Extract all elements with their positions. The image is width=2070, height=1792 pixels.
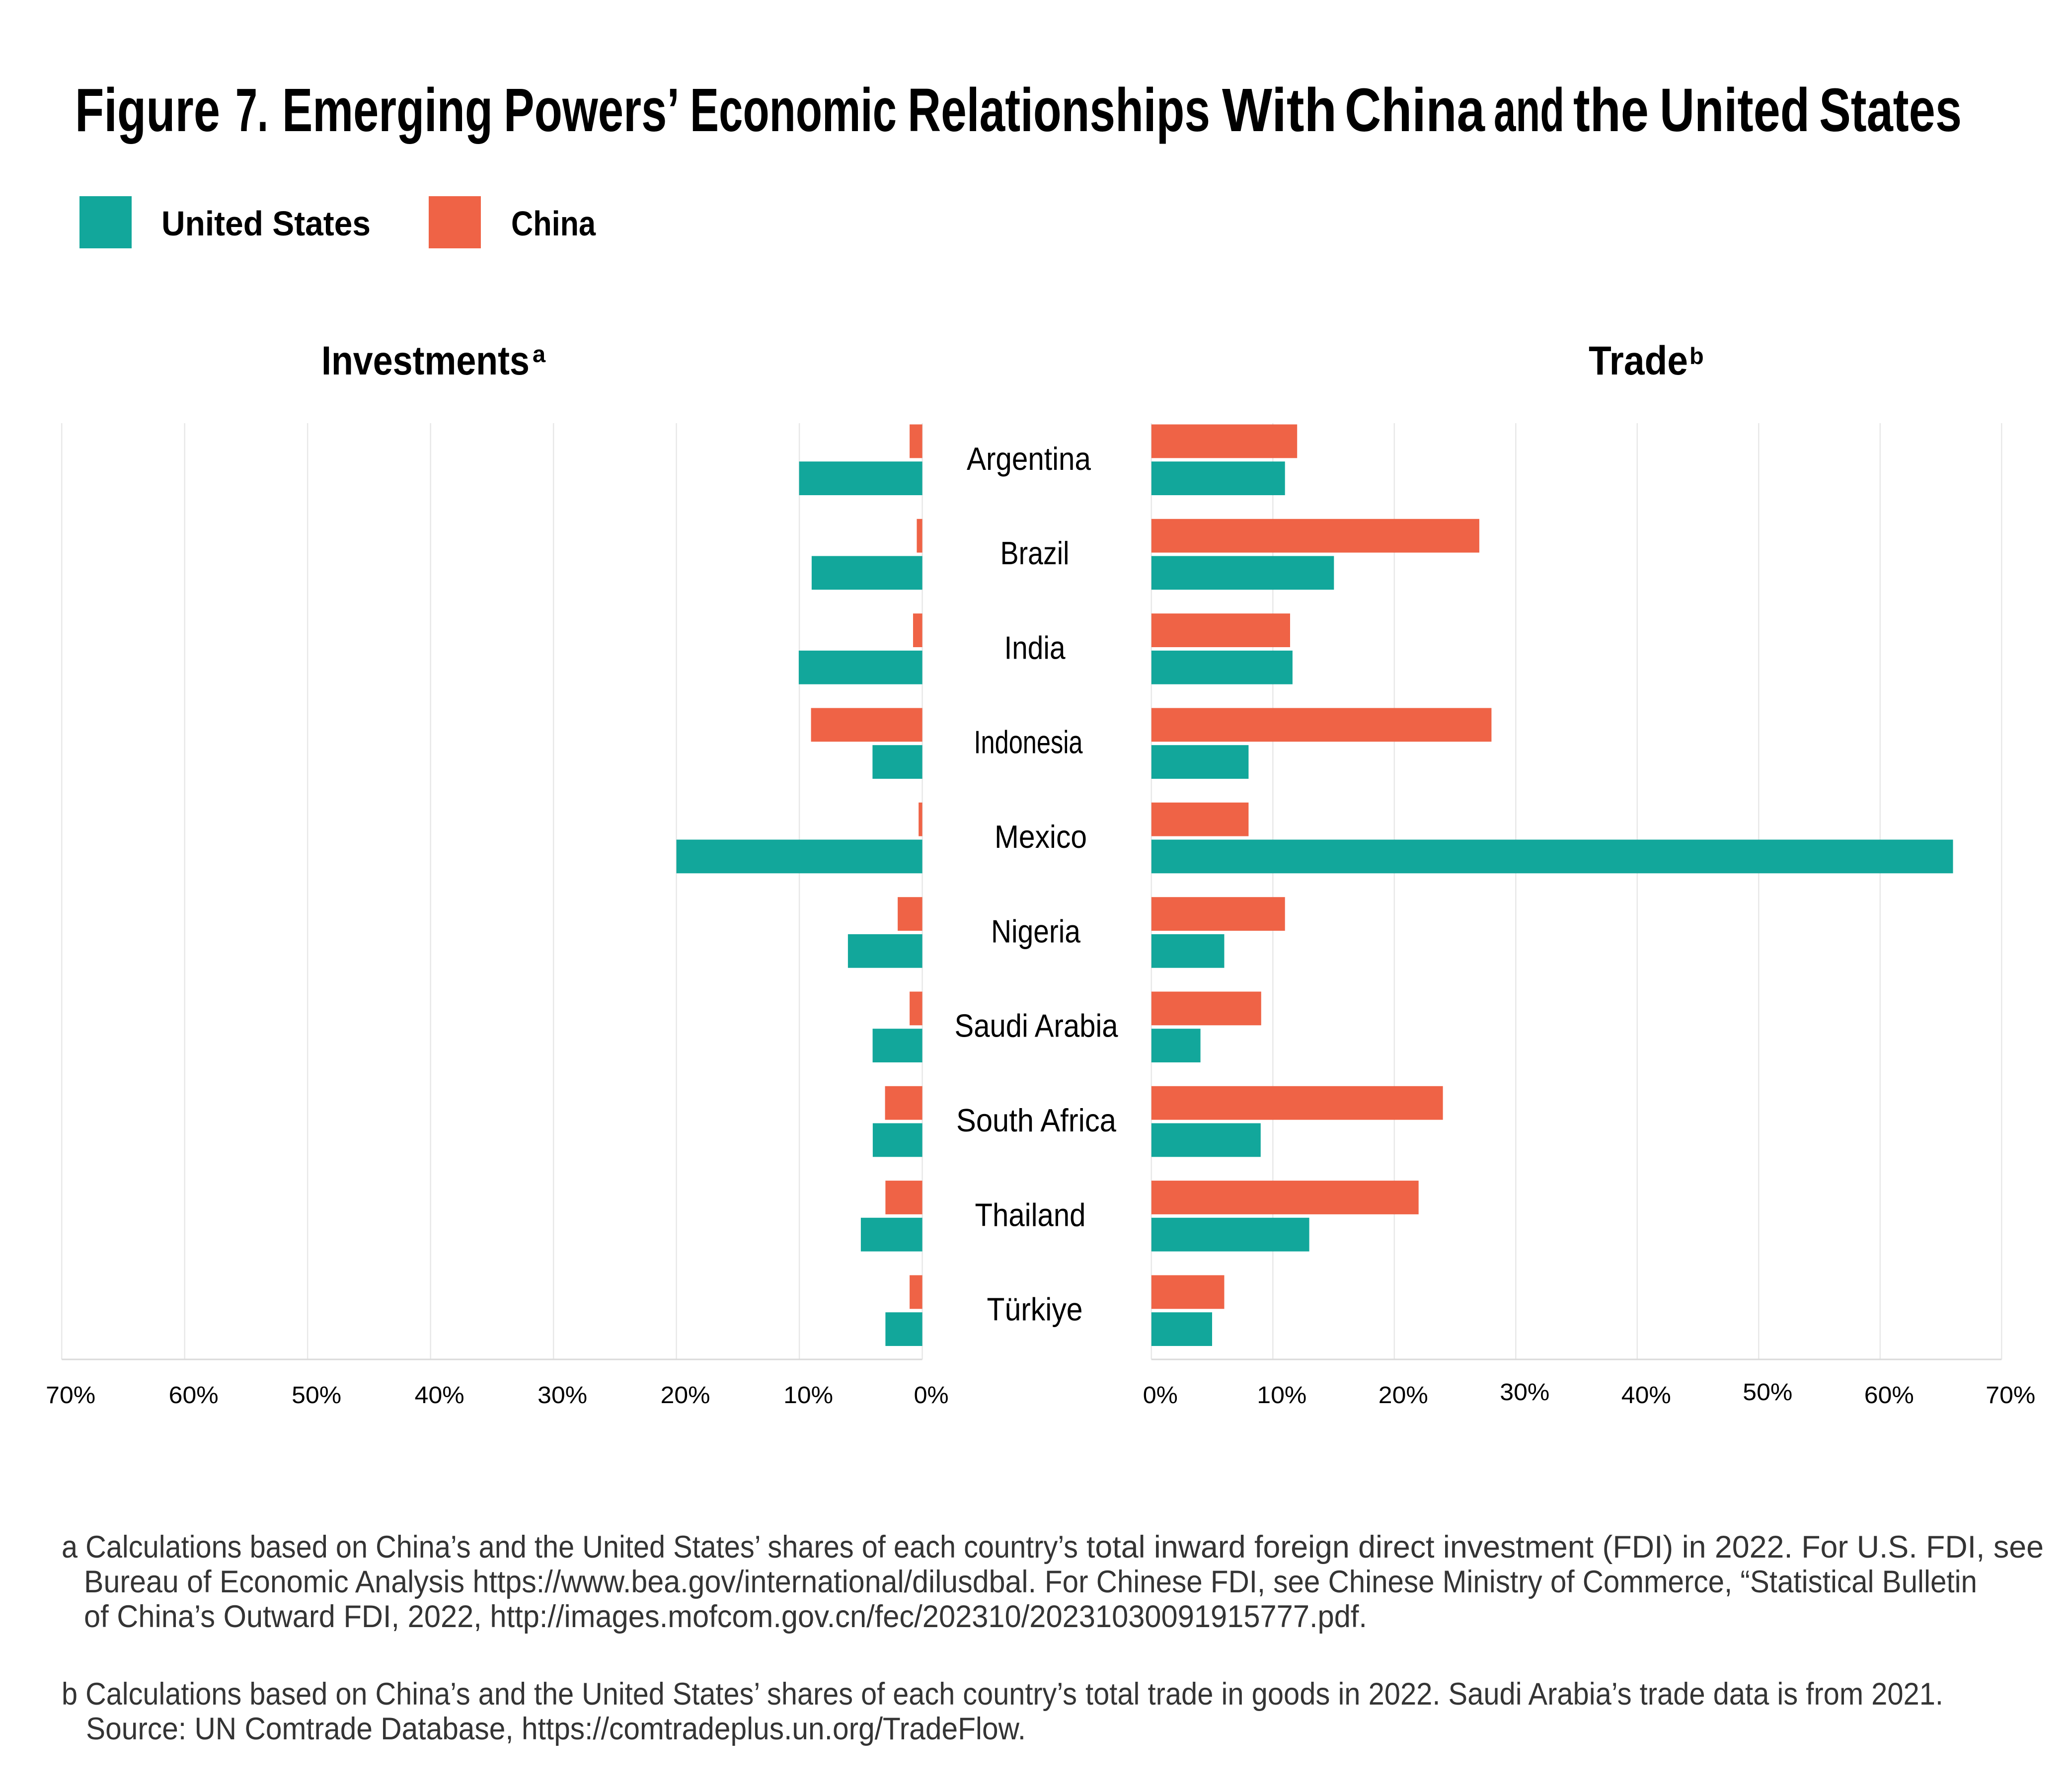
svg-text:40%: 40% bbox=[1621, 1382, 1671, 1409]
svg-text:With: With bbox=[1222, 76, 1337, 145]
svg-text:Argentina: Argentina bbox=[967, 441, 1091, 477]
svg-text:Investments: Investments bbox=[321, 338, 530, 383]
svg-text:a Calculations based on China’: a Calculations based on China’s and the … bbox=[62, 1530, 1078, 1565]
svg-text:40%: 40% bbox=[415, 1382, 464, 1409]
svg-text:Mexico: Mexico bbox=[995, 819, 1087, 855]
svg-text:70%: 70% bbox=[1986, 1382, 2035, 1409]
svg-text:Relationships: Relationships bbox=[908, 76, 1210, 145]
svg-text:10%: 10% bbox=[783, 1382, 833, 1409]
svg-text:total inward foreign direct in: total inward foreign direct investment (… bbox=[1086, 1530, 2044, 1565]
svg-text:and: and bbox=[1494, 76, 1564, 145]
svg-text:50%: 50% bbox=[1743, 1379, 1792, 1406]
svg-text:0%: 0% bbox=[914, 1382, 949, 1409]
svg-text:of China’s Outward FDI, 2022,: of China’s Outward FDI, 2022, http://ima… bbox=[84, 1599, 1367, 1634]
svg-text:China: China bbox=[1345, 76, 1485, 145]
svg-text:7.: 7. bbox=[235, 76, 268, 145]
svg-text:Bureau of Economic Analysis ht: Bureau of Economic Analysis https://www.… bbox=[84, 1565, 1036, 1599]
svg-text:the: the bbox=[1573, 76, 1649, 145]
svg-text:0%: 0% bbox=[1143, 1382, 1178, 1409]
svg-text:10%: 10% bbox=[1257, 1382, 1306, 1409]
svg-text:Indonesia: Indonesia bbox=[974, 724, 1083, 760]
svg-text:50%: 50% bbox=[292, 1382, 341, 1409]
svg-text:Economic: Economic bbox=[690, 76, 897, 145]
svg-text:Powers’: Powers’ bbox=[504, 76, 680, 145]
svg-text:20%: 20% bbox=[661, 1382, 710, 1409]
svg-text:Thailand: Thailand bbox=[975, 1196, 1086, 1233]
svg-text:Nigeria: Nigeria bbox=[991, 913, 1081, 949]
svg-text:60%: 60% bbox=[1864, 1382, 1914, 1409]
svg-text:Source: UN Comtrade Database,: Source: UN Comtrade Database, https://co… bbox=[86, 1712, 1026, 1746]
svg-text:20%: 20% bbox=[1379, 1382, 1428, 1409]
svg-text:Figure: Figure bbox=[75, 76, 220, 145]
svg-text:b Calculations based on China’: b Calculations based on China’s and the … bbox=[62, 1677, 1077, 1712]
svg-text:Brazil: Brazil bbox=[1000, 535, 1070, 571]
svg-text:Emerging: Emerging bbox=[282, 76, 493, 145]
svg-text:For Chinese FDI, see Chinese M: For Chinese FDI, see Chinese Ministry of… bbox=[1045, 1565, 1977, 1599]
svg-text:United States: United States bbox=[161, 204, 371, 243]
svg-text:total trade in goods in 2022.: total trade in goods in 2022. Saudi Arab… bbox=[1085, 1677, 1943, 1712]
svg-text:China: China bbox=[511, 204, 596, 243]
svg-text:South Africa: South Africa bbox=[956, 1102, 1117, 1138]
svg-text:Trade: Trade bbox=[1589, 338, 1688, 383]
svg-text:Saudi Arabia: Saudi Arabia bbox=[955, 1008, 1119, 1044]
svg-text:United: United bbox=[1660, 76, 1810, 145]
svg-text:States: States bbox=[1819, 76, 1962, 145]
svg-text:b: b bbox=[1689, 343, 1704, 369]
svg-text:60%: 60% bbox=[169, 1382, 219, 1409]
svg-text:India: India bbox=[1004, 629, 1066, 666]
svg-text:a: a bbox=[533, 341, 546, 367]
svg-text:30%: 30% bbox=[537, 1382, 587, 1409]
svg-text:70%: 70% bbox=[46, 1382, 95, 1409]
svg-text:30%: 30% bbox=[1500, 1379, 1549, 1406]
svg-text:Türkiye: Türkiye bbox=[987, 1291, 1083, 1328]
